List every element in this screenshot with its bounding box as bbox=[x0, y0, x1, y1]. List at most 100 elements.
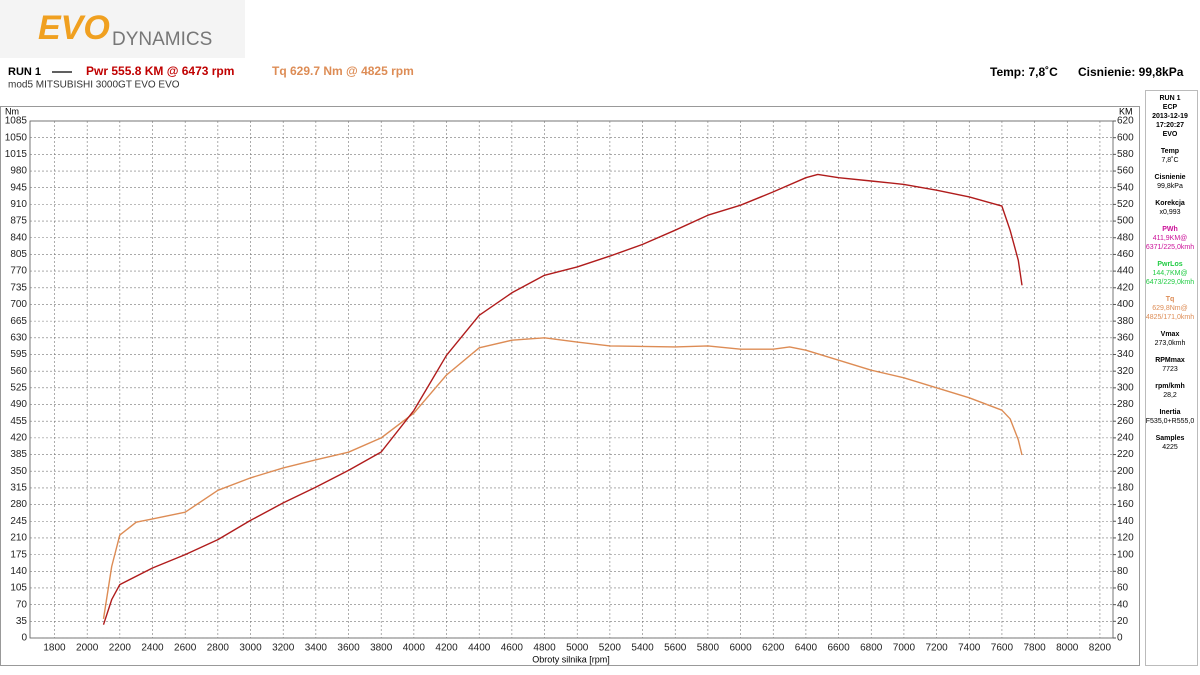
x-tick-label: 5000 bbox=[566, 643, 589, 654]
x-tick-label: 4000 bbox=[403, 643, 426, 654]
side-panel-text: Temp bbox=[1161, 148, 1179, 155]
y-tick-label: 70 bbox=[16, 599, 28, 610]
logo-bg bbox=[0, 0, 245, 58]
y2-tick-label: 440 bbox=[1117, 266, 1134, 277]
y2-tick-label: 60 bbox=[1117, 583, 1129, 594]
side-panel-text: F535,0+R555,0 bbox=[1146, 418, 1195, 425]
y2-tick-label: 420 bbox=[1117, 282, 1134, 293]
y2-tick-label: 380 bbox=[1117, 316, 1134, 327]
y2-tick-label: 200 bbox=[1117, 466, 1134, 477]
side-panel-text: 6473/229,0kmh bbox=[1146, 279, 1194, 286]
y-tick-label: 385 bbox=[10, 449, 27, 460]
y2-tick-label: 280 bbox=[1117, 399, 1134, 410]
y2-tick-label: 620 bbox=[1117, 116, 1134, 127]
x-tick-label: 6800 bbox=[860, 643, 883, 654]
x-tick-label: 3200 bbox=[272, 643, 295, 654]
x-tick-label: 3600 bbox=[337, 643, 360, 654]
side-panel-text: 629,8Nm@ bbox=[1152, 305, 1188, 312]
side-panel-text: Korekcja bbox=[1155, 200, 1185, 207]
side-panel-text: rpm/kmh bbox=[1155, 383, 1185, 390]
y-tick-label: 140 bbox=[10, 566, 27, 577]
y2-tick-label: 560 bbox=[1117, 166, 1134, 177]
plot: 0 35 70 105 140 175 210 245 280 315 350 385 420 455 49… bbox=[5, 116, 1134, 654]
x-tick-label: 5200 bbox=[599, 643, 622, 654]
y2-tick-label: 360 bbox=[1117, 332, 1134, 343]
y2-tick-label: 520 bbox=[1117, 199, 1134, 210]
y-tick-label: 1015 bbox=[5, 149, 28, 160]
y2-tick-label: 500 bbox=[1117, 216, 1134, 227]
y2-tick-label: 260 bbox=[1117, 416, 1134, 427]
x-tick-label: 5400 bbox=[631, 643, 654, 654]
side-panel-text: PwrLos bbox=[1157, 261, 1182, 268]
y-tick-label: 875 bbox=[10, 216, 27, 227]
y-tick-label: 1085 bbox=[5, 116, 28, 127]
y-axis-label: Nm bbox=[5, 106, 19, 116]
y2-tick-label: 600 bbox=[1117, 132, 1134, 143]
y2-tick-label: 160 bbox=[1117, 499, 1134, 510]
side-panel-text: Samples bbox=[1156, 435, 1185, 442]
x-tick-label: 7800 bbox=[1023, 643, 1046, 654]
x-tick-label: 6200 bbox=[762, 643, 785, 654]
x-tick-label: 5600 bbox=[664, 643, 687, 654]
run-label: RUN 1 bbox=[8, 66, 41, 78]
power-peak: Pwr 555.8 KM @ 6473 rpm bbox=[86, 64, 234, 78]
y-tick-label: 665 bbox=[10, 316, 27, 327]
y-tick-label: 350 bbox=[10, 466, 27, 477]
y-tick-label: 175 bbox=[10, 549, 27, 560]
y2-tick-label: 300 bbox=[1117, 382, 1134, 393]
side-panel-text: 411,9KM@ bbox=[1153, 235, 1188, 242]
side-panel-text: 4225 bbox=[1162, 444, 1178, 451]
y-tick-label: 525 bbox=[10, 382, 27, 393]
y2-tick-label: 0 bbox=[1117, 633, 1123, 644]
x-tick-label: 3400 bbox=[305, 643, 328, 654]
y-tick-label: 245 bbox=[10, 516, 27, 527]
x-tick-label: 2200 bbox=[109, 643, 132, 654]
side-panel-text: 7723 bbox=[1162, 366, 1178, 373]
y-tick-label: 980 bbox=[10, 166, 27, 177]
x-tick-label: 1800 bbox=[43, 643, 66, 654]
y2-tick-label: 120 bbox=[1117, 533, 1134, 544]
y-tick-label: 315 bbox=[10, 483, 27, 494]
side-panel-frame bbox=[1145, 90, 1198, 666]
side-panel-text: ECP bbox=[1163, 104, 1178, 111]
y-tick-label: 910 bbox=[10, 199, 27, 210]
x-tick-label: 2000 bbox=[76, 643, 99, 654]
temperature: Temp: 7,8˚C bbox=[990, 65, 1058, 79]
side-panel-text: 273,0kmh bbox=[1155, 340, 1186, 347]
y-tick-label: 0 bbox=[21, 633, 27, 644]
y2-tick-label: 240 bbox=[1117, 433, 1134, 444]
side-panel-text: PWh bbox=[1162, 226, 1178, 233]
y-tick-label: 455 bbox=[10, 416, 27, 427]
y2-tick-label: 20 bbox=[1117, 616, 1129, 627]
x-tick-label: 6600 bbox=[827, 643, 850, 654]
y2-tick-label: 100 bbox=[1117, 549, 1134, 560]
y2-tick-label: 460 bbox=[1117, 249, 1134, 260]
x-tick-label: 7200 bbox=[925, 643, 948, 654]
y2-tick-label: 340 bbox=[1117, 349, 1134, 360]
y-tick-label: 280 bbox=[10, 499, 27, 510]
x-tick-label: 5800 bbox=[697, 643, 720, 654]
side-panel-text: RPMmax bbox=[1155, 357, 1185, 364]
side-panel-text: Tq bbox=[1166, 296, 1175, 303]
y-tick-label: 840 bbox=[10, 232, 27, 243]
x-tick-label: 7600 bbox=[991, 643, 1014, 654]
x-tick-label: 4400 bbox=[468, 643, 491, 654]
y-tick-label: 105 bbox=[10, 583, 27, 594]
y2-tick-label: 220 bbox=[1117, 449, 1134, 460]
side-panel-text: Cisnienie bbox=[1154, 174, 1185, 181]
series-line bbox=[102, 337, 1023, 620]
x-tick-label: 4200 bbox=[435, 643, 458, 654]
vehicle: mod5 MITSUBISHI 3000GT EVO EVO bbox=[8, 80, 180, 91]
chart-frame bbox=[0, 106, 1140, 666]
x-tick-label: 4600 bbox=[501, 643, 524, 654]
x-tick-label: 4800 bbox=[533, 643, 556, 654]
side-panel-text: 2013-12-19 bbox=[1152, 113, 1188, 120]
plot-area bbox=[29, 120, 1114, 639]
y-tick-label: 945 bbox=[10, 182, 27, 193]
x-tick-label: 6000 bbox=[729, 643, 752, 654]
side-panel-text: RUN 1 bbox=[1159, 95, 1180, 102]
series-line bbox=[102, 173, 1023, 625]
torque-peak: Tq 629.7 Nm @ 4825 rpm bbox=[272, 64, 414, 78]
y-tick-label: 595 bbox=[10, 349, 27, 360]
y2-tick-label: 140 bbox=[1117, 516, 1134, 527]
